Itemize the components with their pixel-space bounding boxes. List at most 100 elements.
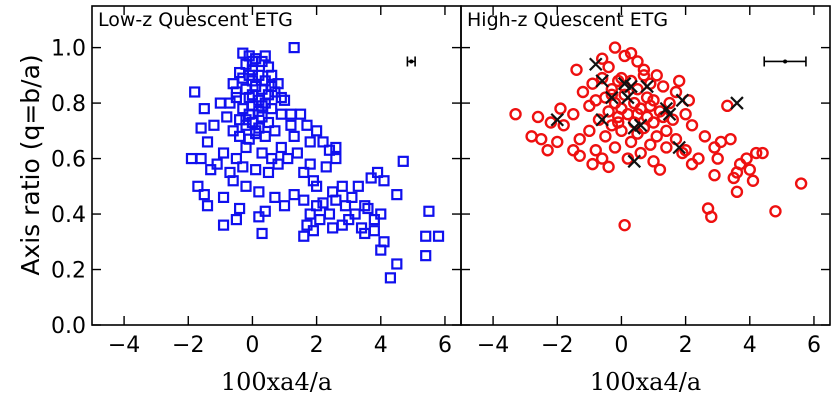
x-tick-label: 2	[679, 333, 693, 358]
data-point-square	[288, 130, 300, 142]
data-point-square	[201, 200, 214, 212]
high-z-ticks: −4 −2 0 2 4 6	[461, 6, 830, 358]
data-point-square	[291, 147, 303, 159]
data-point-circle	[557, 119, 570, 132]
data-point-square	[336, 180, 348, 192]
data-point-square	[262, 166, 275, 179]
data-point-cross	[624, 79, 638, 94]
data-point-square	[189, 86, 201, 98]
data-point-square	[253, 186, 265, 198]
data-point-square	[288, 42, 300, 54]
data-point-square	[432, 230, 445, 242]
data-point-circle	[509, 107, 522, 121]
data-point-square	[368, 225, 380, 237]
data-point-square	[230, 213, 242, 226]
data-point-square	[420, 250, 432, 262]
data-point-circle	[721, 99, 734, 113]
data-point-circle	[595, 52, 609, 65]
data-point-square	[250, 53, 262, 65]
data-point-square	[311, 125, 323, 137]
data-point-square	[217, 191, 230, 203]
data-point-circle	[624, 46, 638, 60]
data-point-circle	[605, 88, 619, 101]
data-point-circle	[647, 116, 660, 129]
data-point-square	[217, 147, 230, 159]
data-point-square	[237, 47, 249, 59]
data-point-cross	[730, 96, 744, 110]
error-bar-center	[409, 59, 414, 64]
error-bar-center	[783, 59, 788, 64]
data-point-circle	[583, 99, 596, 113]
data-point-circle	[612, 110, 625, 124]
data-point-square	[294, 108, 307, 120]
data-point-square	[298, 166, 310, 179]
data-point-cross	[605, 90, 619, 105]
x-tick-label: −2	[172, 333, 204, 358]
data-point-circle	[576, 85, 590, 99]
data-point-circle	[525, 130, 538, 143]
x-tick-label: 4	[743, 333, 757, 358]
data-point-square	[256, 100, 268, 112]
data-point-square	[330, 141, 342, 154]
data-point-circle	[637, 69, 651, 82]
x-tick-label: 0	[245, 333, 259, 358]
data-point-circle	[586, 77, 599, 90]
panel-low-z: −4 −2 0 2 4 6 0.0 0.2 0.4 0.6 0.8 1.0 Low-z Quescen…	[51, 5, 462, 396]
data-point-circle	[750, 146, 763, 160]
data-point-circle	[599, 130, 612, 143]
data-point-square	[397, 155, 409, 167]
high-z-axes-frame	[460, 5, 831, 326]
data-point-circle	[554, 102, 567, 115]
y-tick-label: 0.6	[51, 148, 86, 173]
data-point-square	[230, 152, 242, 165]
data-point-circle	[618, 49, 631, 63]
data-point-square	[185, 152, 198, 165]
data-point-square	[375, 208, 387, 220]
data-point-circle	[663, 96, 676, 110]
data-point-square	[391, 258, 403, 270]
data-point-square	[423, 205, 435, 217]
data-point-square	[420, 230, 432, 242]
data-point-square	[250, 164, 262, 176]
data-point-cross	[621, 90, 635, 105]
data-point-circle	[595, 71, 609, 85]
data-point-circle	[631, 55, 644, 68]
data-point-circle	[730, 185, 744, 199]
data-point-circle	[705, 210, 718, 224]
data-point-circle	[589, 144, 602, 157]
data-point-circle	[746, 174, 760, 187]
data-point-square	[391, 189, 403, 201]
data-point-square	[314, 213, 326, 226]
data-point-circle	[660, 124, 673, 138]
data-point-square	[195, 152, 207, 165]
data-point-square	[240, 114, 252, 126]
data-point-square	[311, 200, 323, 212]
data-point-square	[384, 272, 397, 284]
data-point-circle	[650, 69, 663, 82]
data-point-circle	[634, 146, 647, 160]
data-point-square	[298, 230, 310, 242]
data-point-square	[320, 161, 332, 173]
data-point-circle	[669, 85, 683, 99]
data-point-square	[195, 122, 207, 134]
data-point-circle	[583, 124, 596, 138]
data-point-circle	[685, 157, 699, 171]
x-tick-label: 6	[807, 333, 821, 358]
data-point-square	[278, 200, 291, 212]
data-point-square	[217, 219, 230, 231]
x-tick-label: −2	[541, 333, 573, 358]
data-point-square	[269, 191, 281, 203]
data-point-circle	[602, 60, 615, 74]
data-point-square	[339, 200, 352, 212]
data-point-square	[371, 166, 384, 179]
data-point-circle	[612, 116, 625, 129]
data-point-square	[304, 158, 316, 170]
data-point-circle	[608, 141, 622, 154]
data-point-square	[352, 180, 364, 192]
x-tick-label: 0	[614, 333, 628, 358]
data-point-square	[323, 208, 336, 220]
data-point-circle	[743, 163, 756, 176]
data-point-circle	[551, 135, 564, 149]
data-point-circle	[541, 144, 554, 157]
data-point-square	[259, 50, 271, 62]
